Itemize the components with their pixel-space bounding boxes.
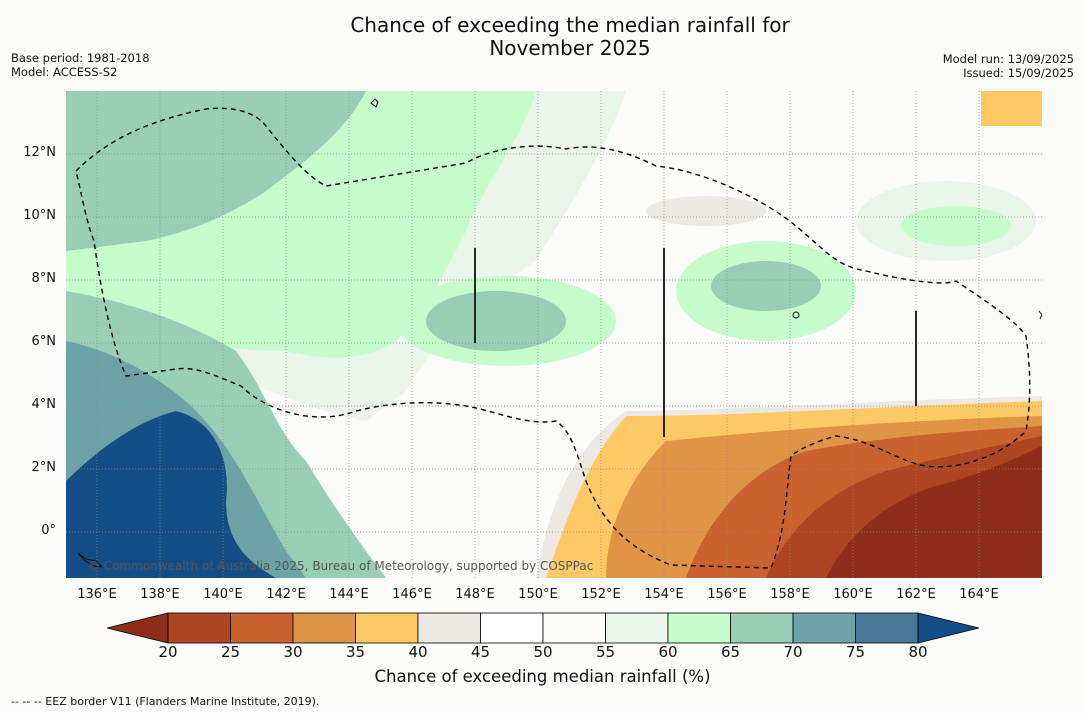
title-line-1: Chance of exceeding the median rainfall … [350,13,790,37]
cbar-tick-55: 55 [595,643,616,661]
x-tick-152e: 152°E [581,587,621,602]
cbar-tick-50: 50 [533,643,553,661]
y-tick-10n: 10°N [23,208,56,223]
x-tick-144e: 144°E [329,587,369,602]
colorbar-segment [230,612,294,644]
patch-65-ne [901,206,1011,246]
chart-title: Chance of exceeding the median rainfall … [0,14,1085,60]
x-tick-142e: 142°E [266,587,306,602]
x-tick-146e: 146°E [392,587,432,602]
y-tick-0: 0° [41,523,56,538]
cbar-tick-60: 60 [658,643,678,661]
colorbar-segment [355,612,419,644]
map-credit: © Commonwealth of Australia 2025, Bureau… [88,559,593,573]
colorbar-extend-high [917,612,979,644]
patch-70-east [711,261,821,311]
title-line-2: November 2025 [489,36,651,60]
cbar-tick-65: 65 [720,643,741,661]
cbar-tick-75: 75 [845,643,866,661]
colorbar-segment [667,612,731,644]
cbar-tick-25: 25 [220,643,241,661]
base-period: Base period: 1981-2018 [11,51,150,65]
y-tick-12n: 12°N [23,145,56,160]
model-name: Model: ACCESS-S2 [11,65,118,79]
x-tick-136e: 136°E [77,587,117,602]
colorbar-segment [417,612,481,644]
patch-45-north [646,196,766,226]
x-tick-162e: 162°E [896,587,936,602]
x-tick-138e: 138°E [140,587,180,602]
x-tick-150e: 150°E [518,587,558,602]
y-tick-8n: 8°N [31,271,57,286]
issued-date: Issued: 15/09/2025 [963,66,1074,80]
cbar-tick-35: 35 [345,643,366,661]
y-tick-6n: 6°N [31,334,57,349]
colorbar-segment [792,612,856,644]
region-20-se [826,446,1042,578]
colorbar-segment [542,612,606,644]
meta-left: Base period: 1981-2018 Model: ACCESS-S2 [11,51,150,79]
colorbar-segment [605,612,669,644]
cbar-tick-80: 80 [908,643,928,661]
region-70-nw [66,91,366,251]
colorbar-segment [480,612,544,644]
colorbar-extend-low [107,612,169,644]
x-tick-158e: 158°E [770,587,810,602]
meta-right: Model run: 13/09/2025 Issued: 15/09/2025 [943,52,1074,80]
patch-40-ne-corner [981,91,1042,126]
rainfall-map: © Commonwealth of Australia 2025, Bureau… [66,91,1042,578]
y-tick-2n: 2°N [31,460,57,475]
cbar-tick-40: 40 [408,643,428,661]
y-tick-4n: 4°N [31,397,57,412]
islands [77,98,1042,568]
cbar-tick-70: 70 [783,643,803,661]
cbar-tick-45: 45 [470,643,491,661]
x-tick-160e: 160°E [833,587,873,602]
vertical-markers [474,248,917,437]
patch-70-center [426,291,566,351]
x-tick-154e: 154°E [644,587,684,602]
colorbar-segment [855,612,919,644]
x-tick-164e: 164°E [959,587,999,602]
x-tick-148e: 148°E [455,587,495,602]
model-run: Model run: 13/09/2025 [942,52,1074,66]
colorbar-label: Chance of exceeding median rainfall (%) [374,667,711,686]
eez-border [75,107,1031,569]
x-tick-156e: 156°E [707,587,747,602]
colorbar-segment [730,612,794,644]
cbar-tick-20: 20 [158,643,178,661]
colorbar-segment [292,612,356,644]
colorbar-segment [167,612,231,644]
graticule [66,91,1042,578]
x-tick-140e: 140°E [203,587,243,602]
footnote: -- -- -- EEZ border V11 (Flanders Marine… [11,695,320,708]
colorbar [107,612,979,644]
region-80-sw [66,411,276,578]
cbar-tick-30: 30 [283,643,303,661]
